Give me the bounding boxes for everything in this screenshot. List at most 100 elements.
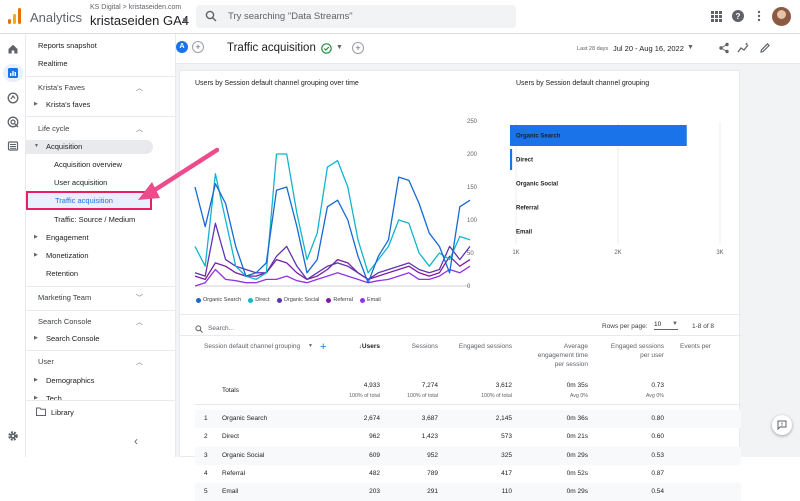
rows-per-page-select[interactable]: 10 xyxy=(654,321,678,330)
reports-icon[interactable] xyxy=(7,67,19,79)
chevron-down-icon[interactable]: ▼ xyxy=(672,321,678,327)
legend-item[interactable]: Organic Social xyxy=(276,297,320,303)
legend-label: Referral xyxy=(333,297,353,303)
row-users: 2,674 xyxy=(363,415,380,422)
date-range-picker[interactable]: Jul 20 - Aug 16, 2022 xyxy=(613,44,684,53)
col-header-avg-engagement-time-line3: per session xyxy=(554,361,588,368)
chevron-up-icon[interactable]: ︿ xyxy=(136,85,143,92)
chevron-down-icon[interactable]: ▼ xyxy=(336,44,343,51)
chevron-up-icon[interactable]: ︿ xyxy=(136,126,143,133)
nav-demographics[interactable]: Demographics xyxy=(46,376,95,385)
chevron-down-icon[interactable]: ▼ xyxy=(308,343,313,349)
col-header-events-per-session[interactable]: Events per xyxy=(680,343,712,350)
divider xyxy=(195,404,741,405)
nav-realtime[interactable]: Realtime xyxy=(38,59,68,68)
property-selector[interactable]: kristaseiden GA4 xyxy=(90,13,189,28)
nav-user-acquisition[interactable]: User acquisition xyxy=(54,178,108,187)
nav-engagement[interactable]: Engagement xyxy=(46,233,89,242)
series-line-referral[interactable] xyxy=(194,255,471,281)
explore-icon[interactable] xyxy=(7,92,19,104)
comparison-badge[interactable]: A xyxy=(176,41,188,53)
chevron-up-icon[interactable]: ︿ xyxy=(136,359,143,366)
nav-tech[interactable]: Tech xyxy=(46,394,62,400)
nav-reports-snapshot[interactable]: Reports snapshot xyxy=(38,41,97,50)
col-header-engaged-sessions[interactable]: Engaged sessions xyxy=(458,343,512,350)
nav-section-marketing[interactable]: Marketing Team xyxy=(38,293,92,302)
col-header-sessions[interactable]: Sessions xyxy=(411,343,438,350)
expand-arrow-icon[interactable]: ▶ xyxy=(34,395,38,401)
nav-traffic-source-medium[interactable]: Traffic: Source / Medium xyxy=(54,215,136,224)
legend-swatch xyxy=(359,297,365,303)
col-header-avg-engagement-time[interactable]: Average engagement time per session xyxy=(520,342,588,369)
legend-item[interactable]: Referral xyxy=(326,297,353,303)
apps-grid-icon[interactable] xyxy=(709,9,723,23)
nav-traffic-acquisition[interactable]: Traffic acquisition xyxy=(26,191,152,210)
insights-icon[interactable] xyxy=(737,42,749,54)
legend-label: Organic Social xyxy=(283,297,320,303)
series-line-email[interactable] xyxy=(194,265,471,287)
series-line-organic-social[interactable] xyxy=(194,222,471,281)
bar-direct[interactable] xyxy=(510,149,513,170)
expand-arrow-icon[interactable]: ▶ xyxy=(34,335,38,341)
line-chart[interactable]: 25020015010050024Jul3107Aug14 xyxy=(180,91,480,291)
table-row[interactable] xyxy=(195,410,741,428)
nav-acquisition-overview[interactable]: Acquisition overview xyxy=(54,160,122,169)
collapse-arrow-icon[interactable]: ▼ xyxy=(34,143,39,149)
nav-section-faves[interactable]: Krista's Faves xyxy=(38,83,85,92)
chevron-down-icon[interactable]: ▼ xyxy=(687,44,694,51)
nav-section-user[interactable]: User xyxy=(38,357,54,366)
bar-organic-search[interactable] xyxy=(510,125,687,146)
expand-arrow-icon[interactable]: ▶ xyxy=(34,101,38,107)
configure-icon[interactable] xyxy=(7,140,19,152)
add-dimension-icon[interactable]: + xyxy=(320,341,327,353)
nav-monetization[interactable]: Monetization xyxy=(46,251,89,260)
help-icon[interactable]: ? xyxy=(731,9,745,23)
nav-search-console[interactable]: Search Console xyxy=(46,334,100,343)
chevron-down-icon[interactable]: ▼ xyxy=(181,16,189,25)
search-bar[interactable]: Try searching "Data Streams" xyxy=(196,5,516,28)
row-eng-per-user: 0.87 xyxy=(651,469,664,477)
add-comparison-icon[interactable]: + xyxy=(192,41,204,53)
edit-pencil-icon[interactable] xyxy=(759,42,771,54)
series-line-direct[interactable] xyxy=(194,153,471,281)
expand-arrow-icon[interactable]: ▶ xyxy=(34,252,38,258)
collapse-nav-chevron-icon[interactable]: ‹ xyxy=(134,434,138,448)
search-input[interactable]: Try searching "Data Streams" xyxy=(228,11,353,22)
check-circle-icon[interactable] xyxy=(321,43,332,54)
gear-icon[interactable] xyxy=(7,430,19,442)
nav-section-search-console[interactable]: Search Console xyxy=(38,317,92,326)
expand-arrow-icon[interactable]: ▶ xyxy=(34,234,38,240)
divider xyxy=(180,314,741,315)
feedback-button[interactable] xyxy=(772,415,792,435)
series-line-organic-search[interactable] xyxy=(194,176,471,284)
legend-item[interactable]: Organic Search xyxy=(196,297,241,303)
legend-item[interactable]: Email xyxy=(359,297,381,303)
add-filter-icon[interactable]: + xyxy=(352,42,364,54)
nav-retention[interactable]: Retention xyxy=(46,269,79,278)
legend-item[interactable]: Direct xyxy=(248,297,270,303)
chevron-up-icon[interactable]: ︿ xyxy=(136,319,143,326)
col-header-dimension[interactable]: Session default channel grouping xyxy=(204,343,301,350)
bar-chart[interactable]: Organic Search Direct Organic Social Referr… xyxy=(510,91,740,291)
col-header-users[interactable]: ↓Users xyxy=(330,342,380,351)
home-icon[interactable] xyxy=(7,43,19,55)
chevron-down-icon[interactable]: ﹀ xyxy=(136,295,143,302)
analytics-logo-icon[interactable] xyxy=(8,8,22,24)
row-engaged: 2,145 xyxy=(495,415,512,422)
advertising-icon[interactable] xyxy=(7,116,19,128)
search-icon xyxy=(205,10,217,22)
expand-arrow-icon[interactable]: ▶ xyxy=(34,377,38,383)
avatar[interactable] xyxy=(772,7,791,26)
more-vert-icon[interactable] xyxy=(752,9,766,23)
col-header-engaged-sessions-per-user[interactable]: Engaged sessions per user xyxy=(594,342,664,360)
nav-section-lifecycle[interactable]: Life cycle xyxy=(38,124,70,133)
nav-library[interactable]: Library xyxy=(51,408,74,417)
row-index: 2 xyxy=(204,433,208,441)
table-search-input[interactable]: Search... xyxy=(208,325,235,332)
account-breadcrumb[interactable]: KS Digital > kristaseiden.com xyxy=(90,4,182,11)
report-card: Users by Session default channel groupin… xyxy=(179,70,741,501)
nav-kristas-faves[interactable]: Krista's faves xyxy=(46,100,91,109)
share-icon[interactable] xyxy=(718,42,730,54)
nav-acquisition[interactable]: Acquisition xyxy=(46,142,83,151)
col-header-avg-engagement-time-line2: engagement time xyxy=(537,352,588,359)
